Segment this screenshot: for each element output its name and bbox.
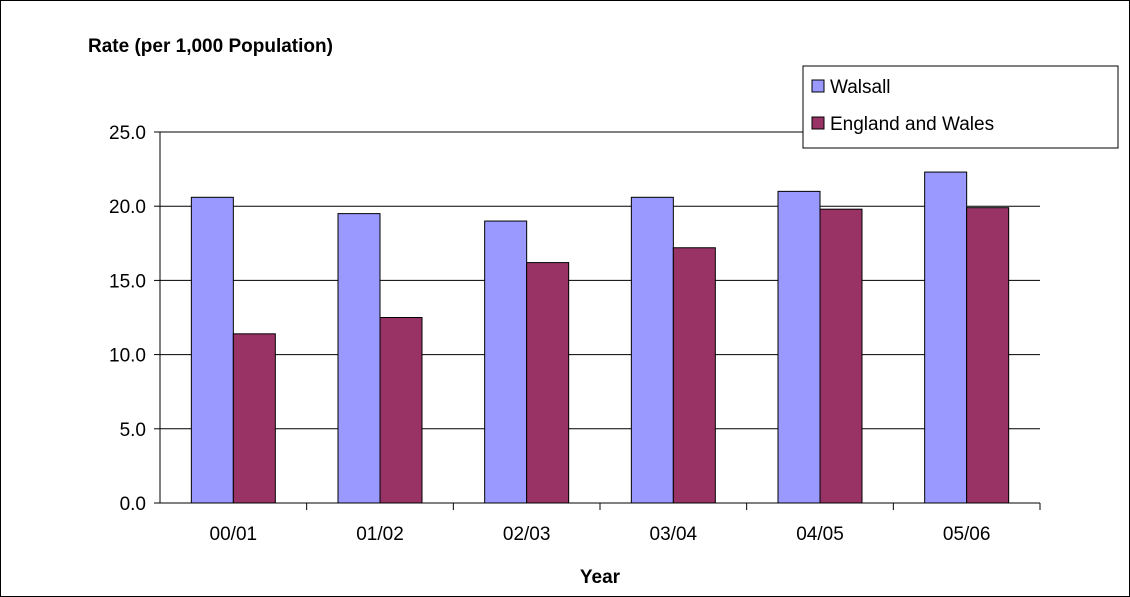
x-axis-label: Year [580,567,621,588]
bar-walsall-05-06 [924,171,968,504]
x-tick-label: 05/06 [943,524,991,545]
legend-label: Walsall [830,77,891,98]
axes [154,131,1041,510]
bars [190,171,1010,504]
bar-england-and-wales-05-06 [966,207,1010,504]
bar-england-and-wales-00-01 [232,333,276,504]
x-tick-label: 02/03 [503,524,551,545]
x-tick-labels: 00/01 01/02 02/03 03/04 04/05 05/06 [210,524,991,545]
x-tick-label: 00/01 [210,524,258,545]
x-tick-label: 04/05 [796,524,844,545]
gridlines [160,131,1040,430]
bar-walsall-03-04 [630,196,674,504]
y-axis-label: Rate (per 1,000 Population) [88,36,333,57]
x-tick-label: 03/04 [650,524,698,545]
y-tick-label: 20.0 [109,197,146,218]
y-tick-labels: 0.0 5.0 10.0 15.0 20.0 25.0 [109,123,146,515]
legend-box [802,65,1119,149]
legend-swatch [811,116,825,130]
y-tick-label: 15.0 [109,271,146,292]
y-tick-label: 5.0 [120,420,146,441]
bar-walsall-01-02 [337,213,381,504]
bar-england-and-wales-01-02 [379,317,423,504]
bar-england-and-wales-04-05 [819,208,863,504]
y-tick-label: 0.0 [120,494,146,515]
x-tick-label: 01/02 [356,524,404,545]
legend-label: England and Wales [830,114,994,135]
bar-walsall-00-01 [190,196,234,504]
y-tick-label: 10.0 [109,346,146,367]
bar-walsall-02-03 [484,220,528,504]
bar-england-and-wales-02-03 [526,262,570,504]
y-tick-label: 25.0 [109,123,146,144]
legend-swatch [811,79,825,93]
legend: Walsall England and Wales [802,65,1119,149]
bar-england-and-wales-03-04 [672,247,716,504]
bar-walsall-04-05 [777,190,821,504]
